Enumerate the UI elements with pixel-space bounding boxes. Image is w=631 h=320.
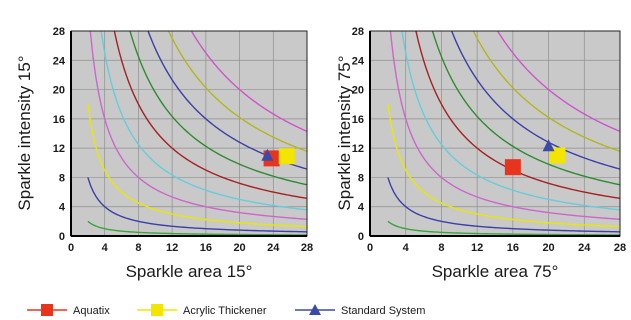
y-tick-label: 24: [53, 55, 66, 67]
contour-curve: [496, 31, 620, 133]
x-tick-label: 8: [135, 242, 141, 254]
legend-marker-square: [41, 304, 53, 316]
data-point-acrylic-thickener: [278, 148, 295, 165]
contour-curve: [87, 104, 307, 228]
data-point-standard-system: [261, 148, 274, 161]
legend-marker-square: [151, 304, 163, 316]
x-tick-label: 20: [542, 242, 554, 254]
x-tick-label: 16: [507, 242, 519, 254]
y-tick-label: 20: [53, 85, 65, 97]
contour-curve: [387, 220, 620, 236]
x-tick-label: 8: [438, 242, 444, 254]
legend-item: Standard System: [295, 304, 425, 317]
y-tick-label: 8: [358, 172, 364, 184]
x-tick-label: 16: [200, 242, 212, 254]
legend-marker-triangle: [309, 304, 321, 315]
legend-label: Aquatix: [73, 305, 110, 317]
x-tick-label: 28: [301, 242, 313, 254]
contour-curve: [129, 31, 307, 186]
contour-lines: [87, 31, 307, 236]
contour-curve: [89, 31, 307, 220]
contour-curve: [387, 177, 620, 233]
data-point-aquatix: [504, 159, 521, 176]
y-tick-label: 0: [358, 231, 364, 243]
x-axis-label: Sparkle area 75°: [432, 262, 559, 281]
y-tick-label: 0: [59, 231, 65, 243]
legend-label: Acrylic Thickener: [183, 305, 267, 317]
y-tick-label: 4: [358, 202, 365, 214]
x-tick-label: 0: [367, 242, 373, 254]
legend-item: Acrylic Thickener: [137, 304, 267, 317]
contour-curve: [401, 31, 620, 211]
x-tick-label: 24: [267, 242, 280, 254]
x-tick-label: 28: [614, 242, 626, 254]
contour-curve: [87, 177, 307, 233]
y-tick-label: 16: [352, 114, 364, 126]
y-tick-label: 16: [53, 114, 65, 126]
data-point-standard-system: [542, 139, 555, 152]
y-tick-label: 28: [352, 26, 364, 38]
legend-item: Aquatix: [27, 304, 110, 317]
y-tick-label: 28: [53, 26, 65, 38]
chart-panel-1: 0 4 8 12 16 20 24 28 0 4 8 12 16 20 24 28 Sparkle area 1…: [15, 26, 313, 281]
contour-curve: [87, 220, 307, 236]
y-axis-label: Sparkle intensity 75°: [335, 55, 354, 210]
x-tick-label: 20: [233, 242, 245, 254]
x-tick-label: 12: [166, 242, 178, 254]
x-tick-label: 4: [102, 242, 109, 254]
contour-curve: [167, 31, 307, 152]
contour-curve: [113, 31, 307, 200]
x-tick-label: 24: [578, 242, 591, 254]
data-point-acrylic-thickener: [549, 147, 566, 164]
contour-curve: [431, 31, 620, 186]
legend: Aquatix Acrylic Thickener Standard System: [27, 304, 425, 317]
contour-curve: [450, 31, 620, 170]
x-axis-label: Sparkle area 15°: [126, 262, 253, 281]
contour-curve: [190, 31, 307, 133]
y-tick-label: 12: [53, 143, 65, 155]
x-tick-label: 12: [471, 242, 483, 254]
legend-label: Standard System: [341, 305, 425, 317]
y-tick-label: 4: [59, 202, 66, 214]
chart-panel-2: 0 4 8 12 16 20 24 28 0 4 8 12 16 20 24 28 Sparkle area 7…: [335, 26, 626, 281]
contour-curve: [387, 104, 620, 228]
x-tick-label: 4: [403, 242, 410, 254]
contour-curve: [472, 31, 620, 152]
y-tick-label: 24: [352, 55, 365, 67]
y-tick-label: 12: [352, 143, 364, 155]
contour-curve: [100, 31, 307, 211]
y-tick-label: 8: [59, 172, 65, 184]
x-tick-label: 0: [68, 242, 74, 254]
y-axis-label: Sparkle intensity 15°: [15, 55, 34, 210]
contour-curve: [389, 31, 620, 220]
y-tick-label: 20: [352, 85, 364, 97]
